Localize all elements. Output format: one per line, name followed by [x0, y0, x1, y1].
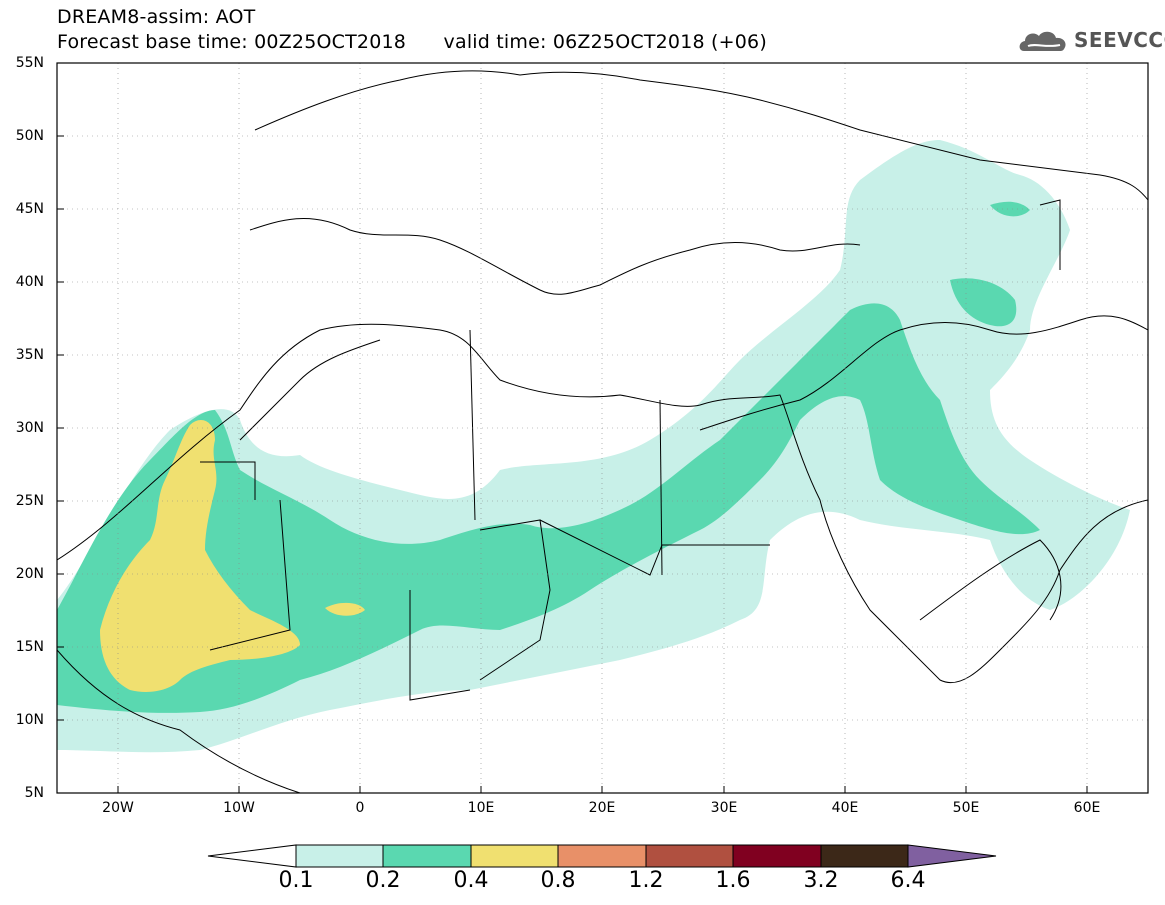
lon-label: 50E — [952, 800, 980, 816]
colorbar-label: 0.8 — [540, 868, 576, 893]
lat-label: 25N — [15, 493, 44, 509]
lon-label: 30E — [710, 800, 738, 816]
colorbar-bin-7 — [820, 844, 909, 868]
lat-label: 35N — [15, 347, 44, 363]
lat-label: 55N — [15, 55, 44, 71]
logo-text: SEEVCCC — [1074, 28, 1165, 52]
seevccc-logo: SEEVCCC — [1016, 26, 1165, 56]
colorbar-label: 0.1 — [278, 868, 314, 893]
axis-ticks — [57, 135, 1088, 793]
base-time-label: Forecast base time: 00Z25OCT2018 valid t… — [57, 31, 767, 53]
colorbar-label: 0.4 — [453, 868, 489, 893]
colorbar-bin-3 — [470, 844, 559, 868]
aot-level-0.4 — [100, 420, 300, 692]
lat-label: 20N — [15, 566, 44, 582]
colorbar-label: 3.2 — [803, 868, 839, 893]
aot-level-0.2-caucasus — [950, 278, 1017, 327]
lat-label: 5N — [24, 785, 44, 801]
colorbar-bin-1 — [295, 844, 384, 868]
lon-label: 10W — [223, 800, 255, 816]
aot-field — [57, 140, 1130, 753]
colorbar-label: 0.2 — [365, 868, 401, 893]
lon-label: 60E — [1073, 800, 1101, 816]
aot-level-0.4-blob — [325, 602, 365, 616]
lat-label: 15N — [15, 639, 44, 655]
lat-label: 40N — [15, 274, 44, 290]
map-title: DREAM8-assim: AOT — [57, 6, 256, 28]
lon-label: 10E — [467, 800, 495, 816]
colorbar-over — [907, 844, 997, 868]
graticule — [57, 63, 1148, 793]
lon-label: 0 — [355, 800, 365, 816]
lat-label: 50N — [15, 128, 44, 144]
aot-level-0.2 — [57, 303, 1040, 713]
borders — [57, 70, 1148, 793]
lat-label: 10N — [15, 712, 44, 728]
colorbar-bin-4 — [557, 844, 647, 868]
lat-label: 45N — [15, 201, 44, 217]
valid-time: valid time: 06Z25OCT2018 (+06) — [443, 31, 767, 53]
colorbar-bin-2 — [382, 844, 472, 868]
lon-label: 40E — [831, 800, 859, 816]
colorbar-under — [207, 844, 297, 868]
colorbar-bin-5 — [645, 844, 734, 868]
colorbar-label: 6.4 — [890, 868, 926, 893]
colorbar-label: 1.6 — [715, 868, 751, 893]
cloud-icon — [1019, 31, 1066, 51]
colorbar-bin-6 — [732, 844, 822, 868]
base-time: Forecast base time: 00Z25OCT2018 — [57, 31, 407, 53]
colorbar — [207, 844, 997, 868]
lon-label: 20E — [588, 800, 616, 816]
colorbar-label: 1.2 — [628, 868, 664, 893]
lon-label: 20W — [102, 800, 134, 816]
aot-level-0.2-caspian — [990, 201, 1030, 217]
lat-label: 30N — [15, 420, 44, 436]
